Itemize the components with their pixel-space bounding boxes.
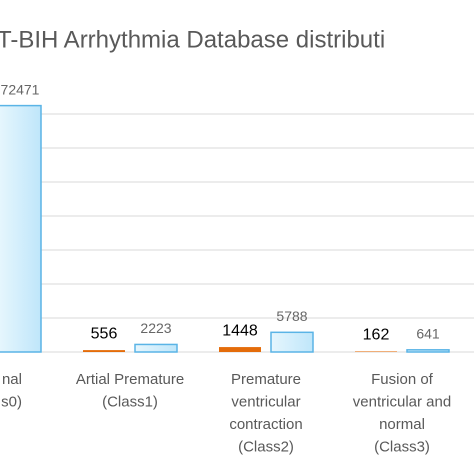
x-tick-label: Artial Premature [76,371,184,388]
value-label: 2223 [140,320,171,336]
x-tick-label: Premature [231,371,301,388]
value-label: 5788 [276,308,307,324]
chart-title: T-BIH Arrhythmia Database distributi [0,26,385,53]
x-tick-label: ventricular and [353,393,451,410]
x-tick-label: contraction [229,416,302,433]
x-tick-label: ventricular [231,393,300,410]
bar [406,349,450,353]
value-label: 641 [416,326,440,342]
bar [83,350,125,352]
bar [134,343,178,353]
x-tick-label: (Class3) [374,438,430,455]
bar [219,347,261,352]
x-tick-label: nal [2,371,22,388]
x-tick-label: (Class1) [102,393,158,410]
value-label: 556 [91,325,118,342]
value-label: 1448 [222,322,258,339]
value-label: 162 [363,327,390,344]
bar [270,331,314,353]
x-tick-label: Fusion of [371,371,434,388]
x-tick-label: normal [379,416,425,433]
bar [355,351,397,352]
value-label: 72471 [1,81,40,97]
x-tick-label: s0) [1,393,22,410]
bar [0,104,42,353]
x-tick-label: (Class2) [238,438,294,455]
